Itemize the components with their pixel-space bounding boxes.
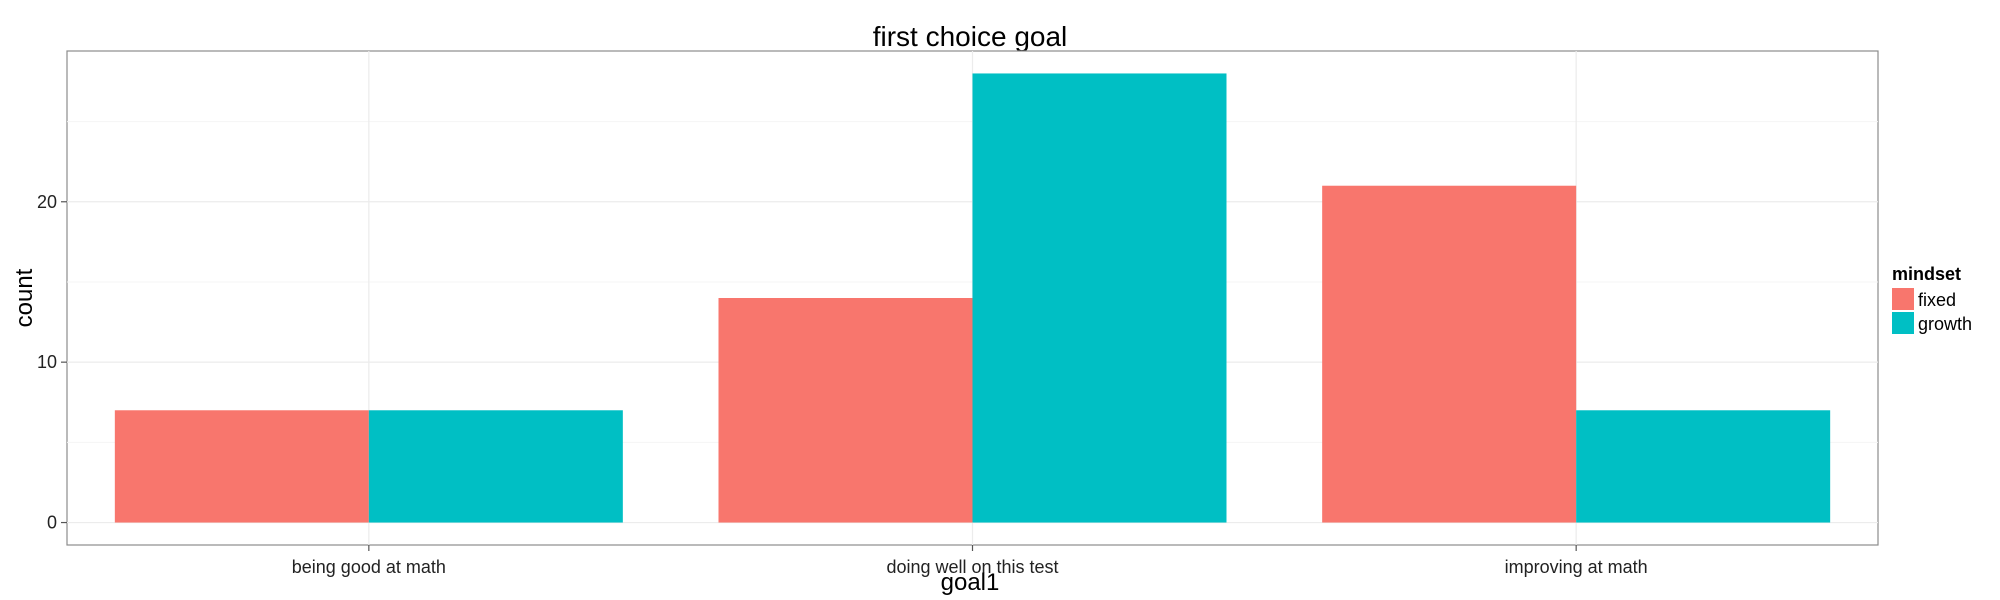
chart-title: first choice goal [873, 21, 1068, 52]
x-axis-title: goal1 [941, 569, 1000, 596]
legend-key-fixed [1892, 288, 1914, 310]
x-tick-label: being good at math [292, 557, 446, 577]
legend: mindset fixed growth [1892, 264, 1972, 334]
y-tick-label: 0 [47, 513, 57, 533]
bars [114, 73, 1831, 523]
bar-fixed-1 [718, 298, 973, 523]
bar-fixed-0 [114, 410, 369, 523]
legend-label-fixed: fixed [1918, 290, 1956, 310]
y-tick-label: 20 [37, 192, 57, 212]
y-axis-title: count [11, 268, 38, 327]
bar-fixed-2 [1322, 185, 1577, 523]
bar-growth-0 [368, 410, 623, 523]
legend-title: mindset [1892, 264, 1961, 284]
bar-growth-1 [972, 73, 1227, 523]
y-axis: 0 10 20 [37, 192, 67, 533]
legend-key-growth [1892, 312, 1914, 334]
y-tick-label: 10 [37, 352, 57, 372]
x-axis: being good at math doing well on this tes… [292, 545, 1648, 577]
x-tick-label: improving at math [1505, 557, 1648, 577]
legend-label-growth: growth [1918, 314, 1972, 334]
bar-growth-2 [1576, 410, 1831, 523]
x-tick-label: doing well on this test [886, 557, 1058, 577]
